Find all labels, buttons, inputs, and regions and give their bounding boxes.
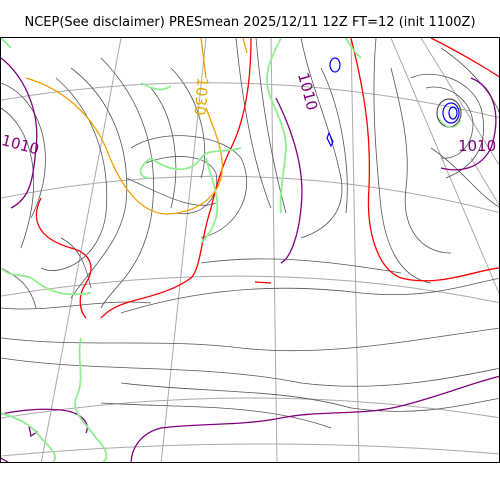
contour-label-1030: 1030 — [190, 77, 211, 117]
isobar-1030 — [25, 38, 248, 215]
map-canvas: 1010 1010 1010 1030 — [1, 38, 499, 462]
isobar-1010 — [1, 57, 499, 462]
pressure-map: 1010 1010 1010 1030 — [0, 37, 500, 463]
isobars — [1, 38, 499, 429]
graticule — [1, 38, 499, 462]
contour-label-1010-east: 1010 — [458, 137, 496, 155]
map-title: NCEP(See disclaimer) PRESmean 2025/12/11… — [24, 15, 476, 30]
contour-label-1010-west: 1010 — [1, 131, 41, 158]
coastline — [1, 38, 362, 462]
contour-label-1010-center: 1010 — [294, 71, 321, 113]
low-center-contours — [326, 57, 462, 148]
